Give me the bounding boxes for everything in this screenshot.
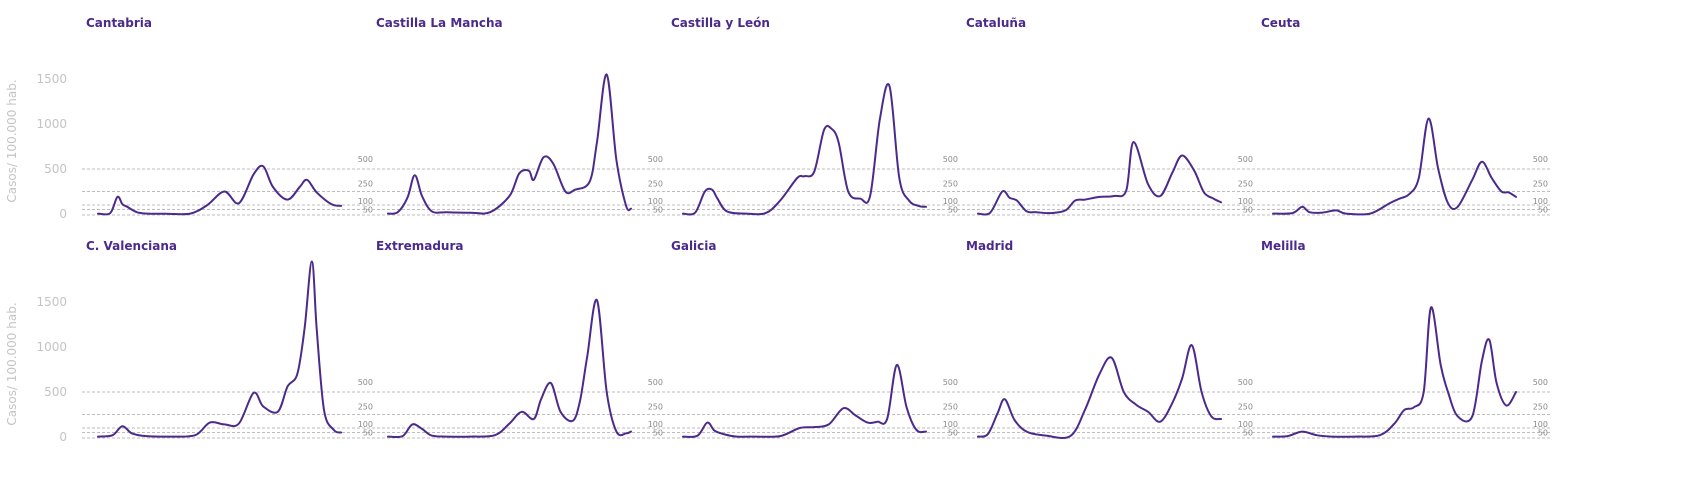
y-tick-label: 0: [59, 207, 67, 221]
reference-label: 50: [363, 429, 373, 438]
reference-label: 250: [648, 403, 663, 412]
reference-label: 100: [648, 197, 663, 206]
panel-title: Extremadura: [376, 239, 463, 253]
panel-title: Cataluña: [966, 16, 1026, 30]
reference-label: 100: [943, 197, 958, 206]
reference-label: 500: [358, 378, 373, 387]
reference-label: 100: [1533, 197, 1548, 206]
reference-label: 250: [648, 180, 663, 189]
reference-label: 500: [1238, 378, 1253, 387]
series-line: [682, 83, 927, 216]
reference-label: 100: [1238, 420, 1253, 429]
series-line: [1272, 306, 1517, 438]
y-tick-label: 1000: [36, 117, 67, 131]
reference-label: 100: [648, 420, 663, 429]
y-tick-label: 0: [59, 430, 67, 444]
reference-label: 250: [943, 403, 958, 412]
series-line: [387, 73, 632, 215]
reference-label: 250: [1533, 403, 1548, 412]
reference-label: 100: [1238, 197, 1253, 206]
panel-title: Castilla La Mancha: [376, 16, 503, 30]
reference-label: 50: [948, 429, 958, 438]
series-line: [977, 344, 1222, 440]
reference-label: 100: [943, 420, 958, 429]
series-line: [977, 140, 1222, 216]
series-line: [682, 363, 927, 438]
series-line: [1272, 117, 1517, 216]
reference-label: 500: [358, 155, 373, 164]
panel-title: Melilla: [1261, 239, 1306, 253]
reference-label: 250: [1238, 180, 1253, 189]
y-tick-label: 1500: [36, 295, 67, 309]
reference-label: 500: [648, 378, 663, 387]
panel-title: Castilla y León: [671, 16, 770, 30]
y-axes: 0 500 1000 1500 Casos/ 100.000 hab. 0 500 1000 1…: [5, 72, 67, 444]
y-tick-label: 1500: [36, 72, 67, 86]
reference-label: 100: [358, 420, 373, 429]
y-tick-label: 1000: [36, 340, 67, 354]
reference-label: 50: [363, 206, 373, 215]
reference-label: 50: [1243, 429, 1253, 438]
y-tick-label: 500: [44, 385, 67, 399]
reference-label: 250: [358, 403, 373, 412]
reference-label: 500: [943, 378, 958, 387]
panel-title: Madrid: [966, 239, 1013, 253]
y-tick-label: 500: [44, 162, 67, 176]
series-line: [387, 298, 632, 439]
y-axis-row-1: 0 500 1000 1500 Casos/ 100.000 hab.: [5, 72, 67, 221]
reference-label: 250: [1238, 403, 1253, 412]
reference-label: 500: [1533, 155, 1548, 164]
y-axis-label: Casos/ 100.000 hab.: [5, 302, 19, 425]
panel-title: Cantabria: [86, 16, 152, 30]
reference-label: 100: [358, 197, 373, 206]
reference-label: 50: [1538, 429, 1548, 438]
panel-title: C. Valenciana: [86, 239, 177, 253]
reference-label: 500: [943, 155, 958, 164]
reference-label: 250: [943, 180, 958, 189]
y-axis-label: Casos/ 100.000 hab.: [5, 79, 19, 202]
reference-label: 50: [653, 429, 663, 438]
panel-title: Galicia: [671, 239, 717, 253]
series-line: [97, 260, 342, 438]
series-line: [97, 164, 342, 216]
y-axis-row-2: 0 500 1000 1500 Casos/ 100.000 hab.: [5, 295, 67, 444]
reference-label: 100: [1533, 420, 1548, 429]
reference-label: 500: [648, 155, 663, 164]
reference-label: 50: [1538, 206, 1548, 215]
reference-label: 500: [1238, 155, 1253, 164]
reference-label: 50: [653, 206, 663, 215]
reference-label: 250: [358, 180, 373, 189]
reference-label: 250: [1533, 180, 1548, 189]
panel-title: Ceuta: [1261, 16, 1300, 30]
reference-label: 500: [1533, 378, 1548, 387]
reference-label: 50: [1243, 206, 1253, 215]
reference-label: 50: [948, 206, 958, 215]
